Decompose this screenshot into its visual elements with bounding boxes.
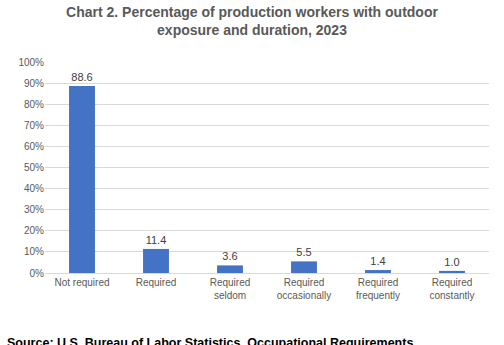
svg-text:50%: 50% xyxy=(24,162,44,173)
svg-text:Requiredconstantly: Requiredconstantly xyxy=(429,277,474,301)
svg-text:20%: 20% xyxy=(24,225,44,236)
svg-text:Source: U.S. Bureau of Labor S: Source: U.S. Bureau of Labor Statistics,… xyxy=(7,336,413,345)
svg-text:Requiredseldom: Requiredseldom xyxy=(210,277,251,301)
svg-text:80%: 80% xyxy=(24,99,44,110)
svg-text:Required: Required xyxy=(136,277,177,288)
svg-text:70%: 70% xyxy=(24,120,44,131)
svg-text:Requiredfrequently: Requiredfrequently xyxy=(356,277,400,301)
svg-text:40%: 40% xyxy=(24,183,44,194)
svg-text:3.6: 3.6 xyxy=(222,250,237,262)
svg-text:90%: 90% xyxy=(24,78,44,89)
svg-text:5.5: 5.5 xyxy=(296,246,311,258)
svg-text:60%: 60% xyxy=(24,141,44,152)
svg-text:10%: 10% xyxy=(24,246,44,257)
svg-text:Chart 2. Percentage of product: Chart 2. Percentage of production worker… xyxy=(66,4,438,38)
svg-text:Requiredoccasionally: Requiredoccasionally xyxy=(277,277,331,301)
svg-text:88.6: 88.6 xyxy=(71,71,92,83)
svg-text:11.4: 11.4 xyxy=(146,234,167,246)
svg-text:0%: 0% xyxy=(30,268,45,279)
svg-text:30%: 30% xyxy=(24,204,44,215)
svg-text:Not required: Not required xyxy=(54,277,109,288)
svg-text:1.0: 1.0 xyxy=(444,256,459,268)
svg-text:1.4: 1.4 xyxy=(370,255,385,267)
svg-text:100%: 100% xyxy=(18,57,44,68)
